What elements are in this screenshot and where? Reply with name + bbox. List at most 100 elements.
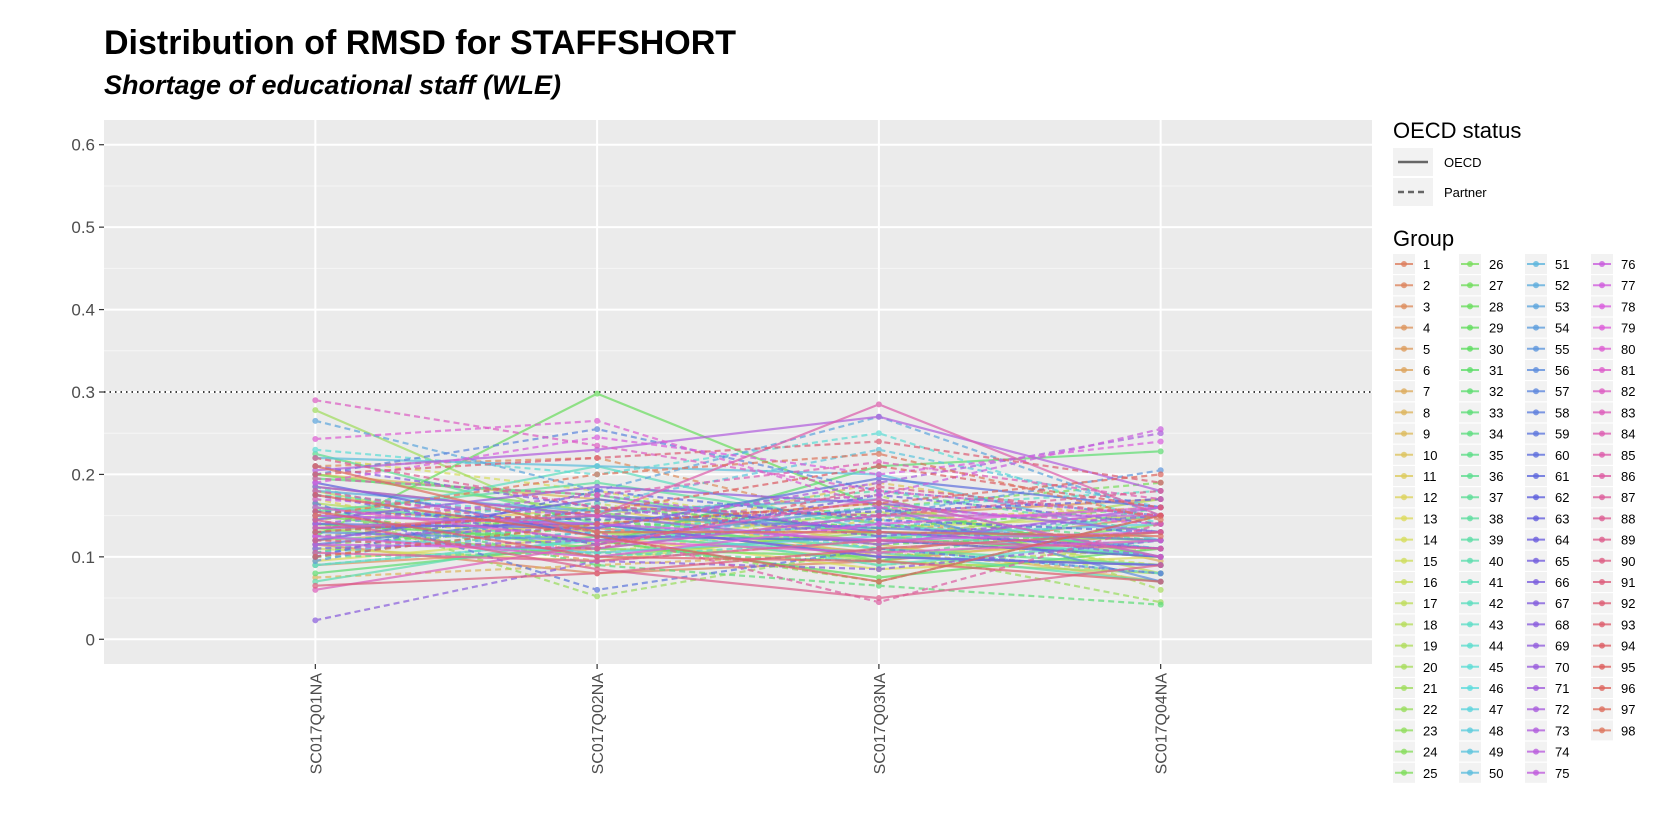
series-group-83	[312, 496, 1164, 593]
legend-key-point-50	[1467, 769, 1473, 776]
legend-label-81: 81	[1621, 363, 1635, 378]
legend-key-point-39	[1467, 536, 1473, 543]
data-point-87-1	[312, 549, 319, 556]
legend-label-13: 13	[1423, 511, 1437, 526]
legend-label-96: 96	[1621, 681, 1635, 696]
legend-key-point-75	[1533, 769, 1539, 776]
x-tick-label: SC017Q01NA	[308, 673, 325, 775]
legend-key-point-55	[1533, 345, 1539, 352]
series-line-95	[315, 493, 1161, 583]
data-point-83-4	[1157, 553, 1164, 560]
legend-key-point-14	[1401, 536, 1407, 543]
legend-label-12: 12	[1423, 490, 1437, 505]
legend-key-point-63	[1533, 515, 1539, 522]
legend-label-75: 75	[1555, 766, 1569, 781]
legend-key-point-88	[1599, 515, 1605, 522]
series-line-50	[315, 456, 1161, 542]
legend-label-41: 41	[1489, 575, 1503, 590]
legend-key-point-28	[1467, 303, 1473, 310]
legend-key-point-45	[1467, 663, 1473, 670]
oecd-status-legend: OECD status OECD Partner	[1393, 118, 1521, 206]
series-group	[312, 390, 1164, 624]
legend-key-point-6	[1401, 367, 1407, 373]
legend-key-point-93	[1599, 621, 1605, 628]
legend-label-27: 27	[1489, 278, 1503, 293]
legend-label-55: 55	[1555, 342, 1569, 357]
legend-key-point-69	[1533, 642, 1539, 649]
legend-key-point-94	[1599, 642, 1605, 649]
legend-key-point-59	[1533, 430, 1539, 437]
series-line-14	[315, 456, 1161, 567]
data-point-59-4	[1157, 570, 1164, 577]
series-group-98	[312, 450, 1164, 523]
legend-label-77: 77	[1621, 278, 1635, 293]
data-point-84-4	[1157, 496, 1164, 503]
data-point-21-1	[312, 407, 319, 414]
data-point-66-3	[875, 553, 882, 560]
legend-label-2: 2	[1423, 278, 1430, 293]
data-point-68-1	[312, 617, 319, 624]
legend-key-point-1	[1401, 261, 1407, 267]
legend-key-point-57	[1533, 388, 1539, 395]
data-point-81-4	[1157, 537, 1164, 544]
legend-label-35: 35	[1489, 448, 1503, 463]
legend-key-point-34	[1467, 430, 1473, 437]
legend-label-15: 15	[1423, 554, 1437, 569]
data-point-61-3	[875, 516, 882, 523]
series-line-82	[315, 399, 1161, 517]
legend-label-60: 60	[1555, 448, 1569, 463]
legend-label-23: 23	[1423, 723, 1437, 738]
data-point-81-1	[312, 504, 319, 511]
legend-key-point-49	[1467, 748, 1473, 755]
legend-label-72: 72	[1555, 702, 1569, 717]
legend-label-68: 68	[1555, 617, 1569, 632]
legend-label-5: 5	[1423, 342, 1430, 357]
series-line-92	[315, 440, 1161, 484]
legend-key-point-65	[1533, 557, 1539, 564]
data-point-91-1	[312, 582, 319, 589]
data-point-30-3	[875, 574, 882, 581]
legend-label-58: 58	[1555, 405, 1569, 420]
legend-label-85: 85	[1621, 448, 1635, 463]
data-point-85-1	[312, 525, 319, 531]
legend-key-point-95	[1599, 663, 1605, 670]
legend-key-point-30	[1467, 345, 1473, 352]
legend-label-33: 33	[1489, 405, 1503, 420]
series-line-81	[315, 506, 1161, 554]
data-point-90-3	[875, 483, 882, 490]
data-point-67-3	[875, 533, 882, 540]
data-point-57-2	[594, 426, 601, 433]
legend-label-53: 53	[1555, 299, 1569, 314]
data-point-70-1	[312, 545, 319, 552]
legend-key-point-68	[1533, 621, 1539, 628]
legend-label-90: 90	[1621, 554, 1635, 569]
legend-key-point-66	[1533, 579, 1539, 585]
legend-label-71: 71	[1555, 681, 1569, 696]
data-point-89-1	[312, 516, 319, 523]
legend-label-76: 76	[1621, 257, 1635, 272]
data-point-84-2	[594, 492, 601, 499]
data-point-87-3	[875, 537, 882, 544]
data-point-53-1	[312, 417, 319, 424]
series-group-80	[312, 417, 1164, 527]
legend-label: Partner	[1444, 185, 1487, 200]
legend-key-point-29	[1467, 324, 1473, 331]
legend-key-point-33	[1467, 409, 1473, 416]
series-group-97	[312, 463, 1164, 540]
data-point-88-1	[312, 454, 319, 461]
data-point-28-2	[594, 390, 601, 397]
legend-key-point-26	[1467, 261, 1473, 267]
data-point-38-2	[594, 479, 601, 486]
legend-key-point-53	[1533, 303, 1539, 310]
legend-key-point-70	[1533, 663, 1539, 670]
data-point-91-4	[1157, 529, 1164, 536]
series-line-91	[315, 531, 1161, 587]
legend-key-point-51	[1533, 261, 1539, 267]
group-legend-title: Group	[1393, 226, 1454, 251]
data-point-78-2	[594, 434, 601, 441]
legend-key-point-81	[1599, 367, 1605, 373]
legend-key-point-60	[1533, 451, 1539, 458]
legend-key-point-40	[1467, 557, 1473, 564]
legend-label-17: 17	[1423, 596, 1437, 611]
